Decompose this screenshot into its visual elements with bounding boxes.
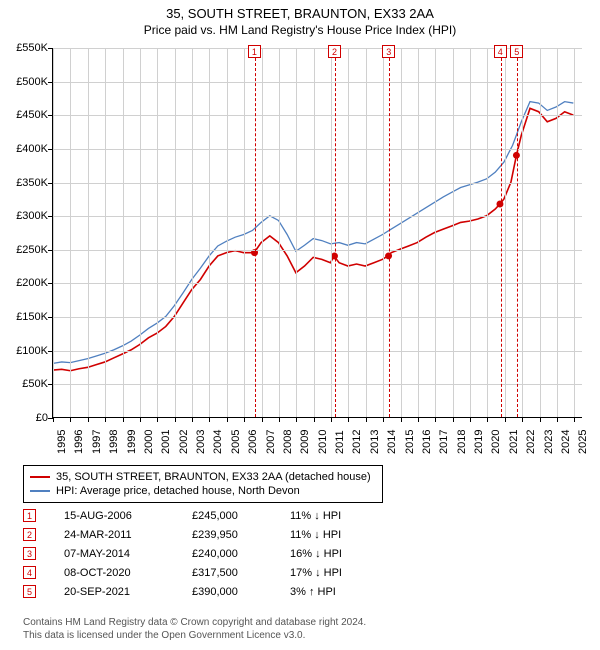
reference-line (389, 48, 390, 417)
event-price: £239,950 (192, 529, 272, 541)
x-tick-label: 2019 (473, 430, 485, 454)
x-tick-label: 1998 (108, 430, 120, 454)
x-tick-label: 2008 (282, 430, 294, 454)
event-date: 07-MAY-2014 (64, 548, 174, 560)
y-tick-label: £550K (16, 42, 48, 54)
footer-line: Contains HM Land Registry data © Crown c… (23, 616, 366, 629)
event-row: 1 15-AUG-2006 £245,000 11% ↓ HPI (23, 506, 533, 525)
event-delta: 17% ↓ HPI (290, 567, 380, 579)
event-row: 4 08-OCT-2020 £317,500 17% ↓ HPI (23, 563, 533, 582)
y-tick-label: £300K (16, 210, 48, 222)
x-tick-label: 2001 (160, 430, 172, 454)
x-tick-label: 1999 (126, 430, 138, 454)
x-tick-label: 2013 (369, 430, 381, 454)
legend-row: 35, SOUTH STREET, BRAUNTON, EX33 2AA (de… (30, 470, 376, 484)
x-tick-label: 2023 (543, 430, 555, 454)
x-tick-label: 2007 (265, 430, 277, 454)
y-tick-label: £500K (16, 76, 48, 88)
reference-marker-box: 2 (328, 45, 341, 58)
reference-line (335, 48, 336, 417)
legend-swatch-icon (30, 476, 50, 478)
x-tick-label: 2004 (212, 430, 224, 454)
event-row: 3 07-MAY-2014 £240,000 16% ↓ HPI (23, 544, 533, 563)
event-number-box: 1 (23, 509, 36, 522)
chart-subtitle: Price paid vs. HM Land Registry's House … (0, 23, 600, 37)
x-tick-label: 1997 (91, 430, 103, 454)
x-tick-label: 2011 (334, 430, 346, 454)
event-delta: 3% ↑ HPI (290, 586, 380, 598)
event-number-box: 4 (23, 566, 36, 579)
reference-marker-box: 3 (382, 45, 395, 58)
y-tick-label: £400K (16, 143, 48, 155)
event-row: 2 24-MAR-2011 £239,950 11% ↓ HPI (23, 525, 533, 544)
x-tick-label: 2021 (508, 430, 520, 454)
event-price: £317,500 (192, 567, 272, 579)
event-price: £245,000 (192, 510, 272, 522)
event-number-box: 5 (23, 585, 36, 598)
reference-line (255, 48, 256, 417)
x-tick-label: 2020 (490, 430, 502, 454)
event-date: 08-OCT-2020 (64, 567, 174, 579)
x-tick-label: 2022 (525, 430, 537, 454)
event-price: £240,000 (192, 548, 272, 560)
event-delta: 11% ↓ HPI (290, 510, 380, 522)
x-tick-label: 2025 (577, 430, 589, 454)
x-tick-label: 2018 (456, 430, 468, 454)
reference-marker-box: 1 (248, 45, 261, 58)
y-tick-label: £100K (16, 345, 48, 357)
reference-line (517, 48, 518, 417)
event-price: £390,000 (192, 586, 272, 598)
reference-line (501, 48, 502, 417)
event-row: 5 20-SEP-2021 £390,000 3% ↑ HPI (23, 582, 533, 601)
event-delta: 16% ↓ HPI (290, 548, 380, 560)
x-tick-label: 2006 (247, 430, 259, 454)
event-date: 20-SEP-2021 (64, 586, 174, 598)
x-tick-label: 2003 (195, 430, 207, 454)
x-tick-label: 2016 (421, 430, 433, 454)
x-tick-label: 2000 (143, 430, 155, 454)
x-tick-label: 2005 (230, 430, 242, 454)
y-tick-label: £200K (16, 277, 48, 289)
x-tick-label: 2017 (438, 430, 450, 454)
x-tick-label: 1995 (56, 430, 68, 454)
legend-swatch-icon (30, 490, 50, 492)
legend-label: 35, SOUTH STREET, BRAUNTON, EX33 2AA (de… (56, 471, 371, 483)
legend-label: HPI: Average price, detached house, Nort… (56, 485, 300, 497)
x-tick-label: 1996 (73, 430, 85, 454)
x-tick-label: 2024 (560, 430, 572, 454)
x-tick-label: 2002 (178, 430, 190, 454)
event-number-box: 3 (23, 547, 36, 560)
event-date: 15-AUG-2006 (64, 510, 174, 522)
chart-title: 35, SOUTH STREET, BRAUNTON, EX33 2AA (0, 6, 600, 21)
footer-line: This data is licensed under the Open Gov… (23, 629, 366, 642)
legend-row: HPI: Average price, detached house, Nort… (30, 484, 376, 498)
title-block: 35, SOUTH STREET, BRAUNTON, EX33 2AA Pri… (0, 0, 600, 39)
x-tick-label: 2012 (351, 430, 363, 454)
x-tick-label: 2015 (404, 430, 416, 454)
y-tick-label: £0 (36, 412, 48, 424)
legend-box: 35, SOUTH STREET, BRAUNTON, EX33 2AA (de… (23, 465, 383, 503)
event-date: 24-MAR-2011 (64, 529, 174, 541)
x-tick-label: 2010 (317, 430, 329, 454)
reference-marker-box: 5 (510, 45, 523, 58)
event-delta: 11% ↓ HPI (290, 529, 380, 541)
x-tick-label: 2009 (299, 430, 311, 454)
chart-container: 35, SOUTH STREET, BRAUNTON, EX33 2AA Pri… (0, 0, 600, 650)
events-table: 1 15-AUG-2006 £245,000 11% ↓ HPI 2 24-MAR-201… (23, 506, 533, 601)
y-tick-label: £50K (22, 378, 48, 390)
y-tick-label: £350K (16, 177, 48, 189)
event-number-box: 2 (23, 528, 36, 541)
x-tick-label: 2014 (386, 430, 398, 454)
chart-series-svg (53, 48, 582, 417)
chart-plot-area: 1 2 3 45 (52, 48, 582, 418)
y-tick-label: £250K (16, 244, 48, 256)
y-tick-label: £450K (16, 109, 48, 121)
y-tick-label: £150K (16, 311, 48, 323)
reference-marker-box: 4 (494, 45, 507, 58)
footer-text: Contains HM Land Registry data © Crown c… (23, 616, 366, 642)
